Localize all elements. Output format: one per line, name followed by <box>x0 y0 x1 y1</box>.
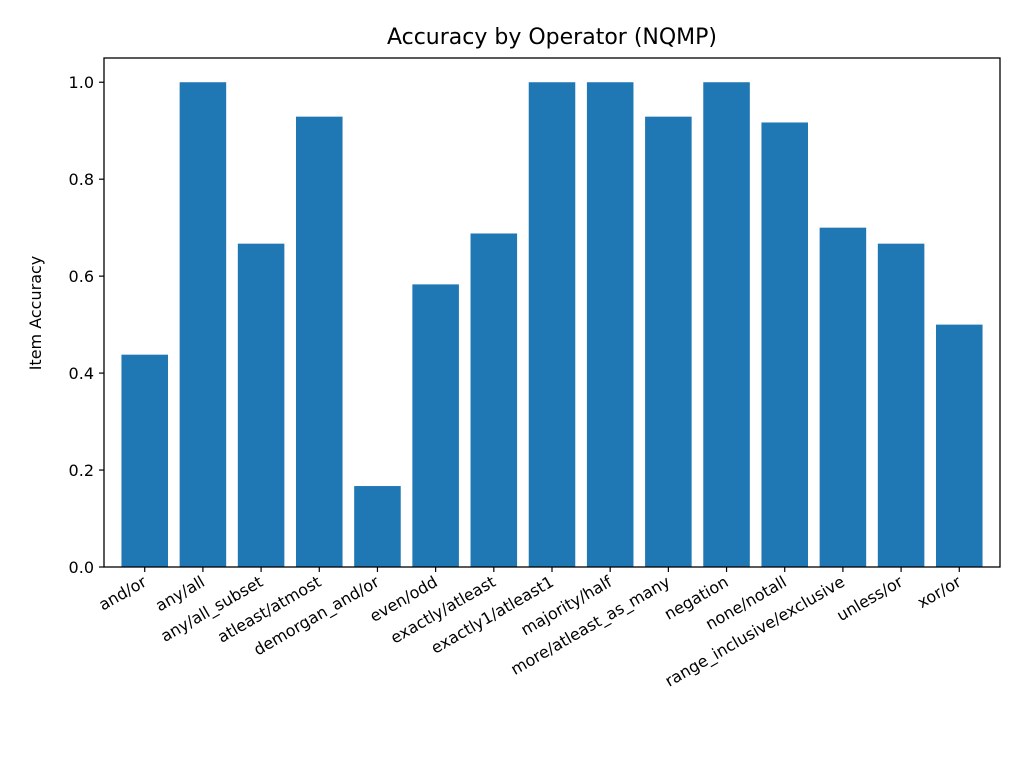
bar-negation <box>703 82 750 567</box>
y-tick-label: 0.2 <box>69 461 94 480</box>
bar-majority-half <box>586 82 634 567</box>
bar-unless-or <box>877 243 925 567</box>
bar-exactly1-atleast1 <box>528 82 576 567</box>
y-tick-label: 0.0 <box>69 558 94 577</box>
bar-even-odd <box>412 284 459 567</box>
y-tick-label: 1.0 <box>69 73 94 92</box>
bar-and-or <box>121 354 168 567</box>
y-tick-label: 0.8 <box>69 170 94 189</box>
y-axis-label: Item Accuracy <box>26 256 45 371</box>
bar-range-inclusive-exclusive <box>819 227 867 567</box>
bar-none-notall <box>761 122 808 568</box>
bar-exactly-atleast <box>470 233 518 567</box>
bars-group <box>121 82 983 568</box>
bar-xor-or <box>936 324 983 567</box>
chart-title: Accuracy by Operator (NQMP) <box>387 25 717 50</box>
bar-any-all <box>179 82 227 567</box>
y-axis-ticks: 0.0 0.2 0.4 0.6 0.8 1.0 <box>69 73 104 577</box>
bar-atleast-atmost <box>296 116 343 567</box>
y-tick-label: 0.4 <box>69 364 94 383</box>
y-tick-label: 0.6 <box>69 267 94 286</box>
bar-more-atleast-as-many <box>645 116 692 567</box>
bar-any-all-subset <box>237 243 285 567</box>
plot-frame <box>103 57 1001 568</box>
bar-demorgan-and-or <box>354 486 401 567</box>
